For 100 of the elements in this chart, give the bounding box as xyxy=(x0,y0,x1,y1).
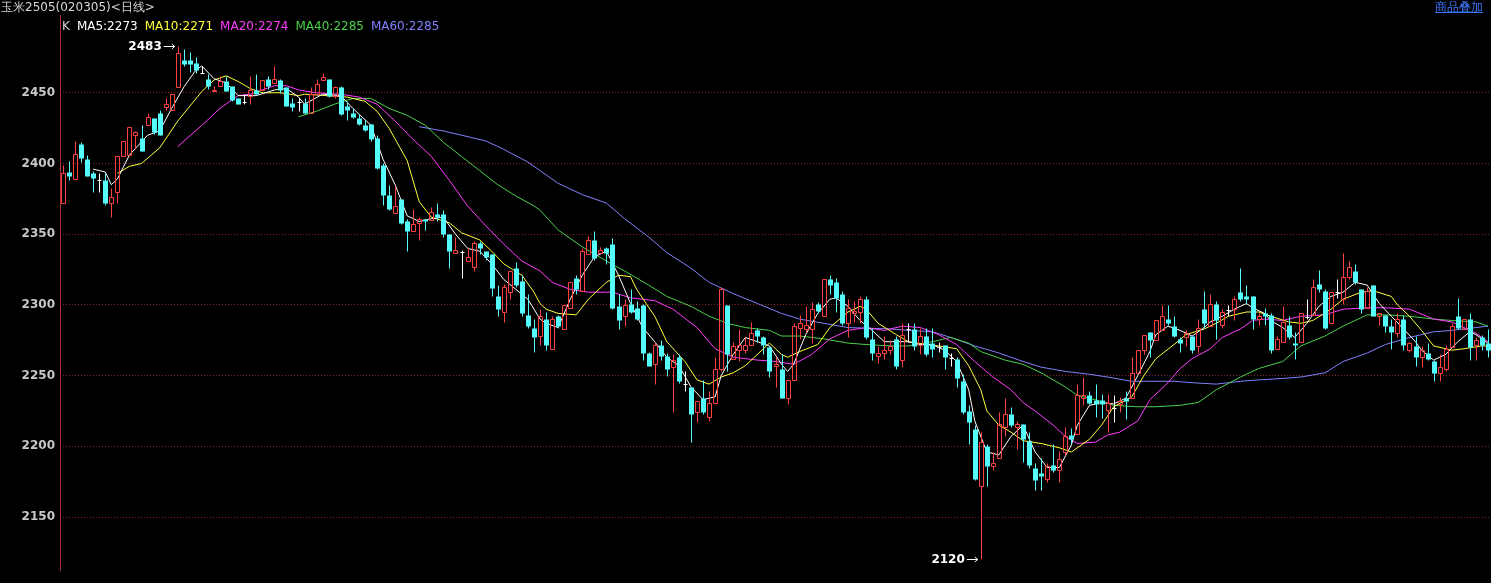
y-tick-label: 2400 xyxy=(21,155,55,170)
candlestick xyxy=(1251,296,1256,330)
candlestick xyxy=(1456,298,1461,330)
y-tick-label: 2450 xyxy=(21,84,55,99)
y-tick-label: 2300 xyxy=(21,297,55,312)
candlestick xyxy=(1395,313,1400,338)
candlestick xyxy=(387,185,392,211)
candlestick xyxy=(659,340,664,361)
candlestick xyxy=(574,275,579,295)
candlestick xyxy=(683,371,688,392)
text: MA40:2285 xyxy=(295,19,364,33)
candlestick xyxy=(140,125,145,152)
candlestick xyxy=(1474,337,1479,361)
candlestick xyxy=(1353,264,1358,285)
candlestick xyxy=(906,323,911,343)
candlestick xyxy=(1015,421,1020,450)
candlestick xyxy=(1148,332,1153,358)
candlestick xyxy=(1432,360,1437,382)
candlestick xyxy=(79,142,84,163)
candlestick xyxy=(1414,336,1419,367)
candlestick xyxy=(254,74,259,95)
candlestick xyxy=(297,98,302,112)
candlestick xyxy=(665,353,670,377)
candlestick xyxy=(526,294,531,329)
candlestick xyxy=(1184,330,1189,347)
candlestick xyxy=(900,323,905,368)
candlestick xyxy=(1172,316,1177,338)
candlestick xyxy=(496,285,501,317)
candlestick xyxy=(1063,427,1068,456)
candlestick xyxy=(991,452,996,471)
candlestick xyxy=(109,188,114,218)
candlestick xyxy=(1226,305,1231,317)
candlestick xyxy=(701,380,706,415)
text: 商品叠加 xyxy=(1435,0,1483,15)
candlestick xyxy=(1124,391,1129,420)
candlestick xyxy=(103,173,108,206)
candlestick xyxy=(677,354,682,384)
candlestick xyxy=(1377,313,1382,326)
y-tick-label: 2250 xyxy=(21,367,55,382)
text: MA5:2273 xyxy=(76,19,138,33)
candlestick xyxy=(1009,407,1014,428)
candlestick xyxy=(1420,346,1425,368)
annotation: 2120 xyxy=(931,551,965,566)
candlestick xyxy=(1305,299,1310,320)
candlestick xyxy=(617,294,622,330)
candlestick xyxy=(1118,397,1123,413)
candlestick xyxy=(767,346,772,378)
candlestick xyxy=(1166,305,1171,326)
candlestick xyxy=(1287,316,1292,340)
candlestick xyxy=(592,231,597,261)
candlestick xyxy=(1389,319,1394,350)
candlestick xyxy=(1027,432,1032,469)
candlestick xyxy=(1293,332,1298,360)
candlestick xyxy=(393,186,398,214)
candlestick xyxy=(1112,395,1117,423)
candlestick xyxy=(1196,319,1201,354)
candlestick xyxy=(460,250,465,279)
candlestick xyxy=(447,234,452,269)
y-tick-label: 2200 xyxy=(21,438,55,453)
candlestick xyxy=(912,323,917,351)
candlestick xyxy=(417,217,422,241)
legend-title: K xyxy=(62,19,70,33)
candlestick xyxy=(1214,301,1219,340)
candlestick xyxy=(411,209,416,232)
candlestick xyxy=(937,342,942,353)
y-tick-label: 2150 xyxy=(21,509,55,524)
candlestick xyxy=(918,328,923,355)
text: MA10:2271 xyxy=(144,19,214,33)
candlestick xyxy=(653,342,658,385)
candlestick xyxy=(272,66,277,84)
candlestick xyxy=(774,357,779,388)
candlestick xyxy=(1051,444,1056,473)
candlestick xyxy=(955,357,960,388)
candlestick xyxy=(538,309,543,346)
candlestick xyxy=(1335,279,1340,299)
candlestick xyxy=(97,173,102,193)
candlestick xyxy=(67,161,72,181)
candlestick xyxy=(1021,424,1026,463)
candlestick xyxy=(1208,294,1213,327)
candlestick xyxy=(695,401,700,423)
text: MA20:2274 xyxy=(220,19,289,33)
candlestick xyxy=(979,432,984,560)
y-tick-label: 2350 xyxy=(21,226,55,241)
candlestick xyxy=(1317,270,1322,293)
annotation: 2483 xyxy=(128,38,162,53)
candlestick xyxy=(73,141,78,180)
candlestick xyxy=(242,94,247,105)
candlestick xyxy=(1106,394,1111,433)
candlestick xyxy=(985,444,990,487)
candlestick xyxy=(870,328,875,361)
candlestick xyxy=(532,319,537,353)
chart-title: 玉米2505(020305)<日线> xyxy=(1,0,155,15)
candlestick xyxy=(671,354,676,413)
candlestick xyxy=(949,353,954,367)
candlestick xyxy=(1232,296,1237,321)
text: MA60:2285 xyxy=(370,19,440,33)
candlestick xyxy=(1202,291,1207,329)
candlestick xyxy=(453,237,458,254)
candlestick xyxy=(623,299,628,327)
candlestick xyxy=(1057,451,1062,483)
